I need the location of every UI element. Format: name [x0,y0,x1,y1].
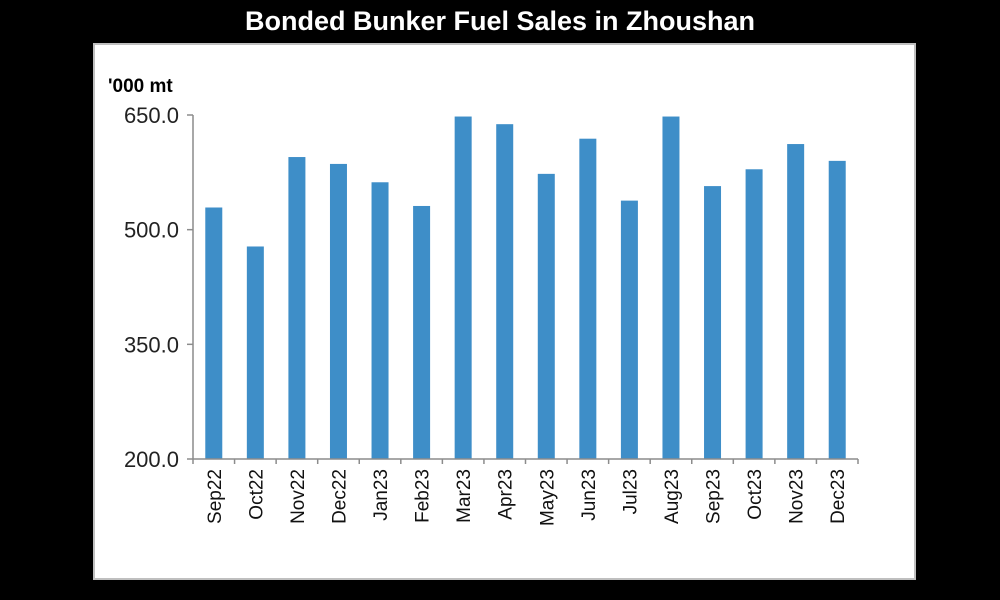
bar-jan23 [371,182,389,459]
x-tick-label: Apr23 [496,469,517,520]
x-tick-label: Sep23 [704,469,725,524]
x-tick-label: Dec22 [329,469,350,524]
bar-dec23 [828,160,846,459]
bar-aug23 [662,116,680,459]
bar-oct22 [246,246,264,459]
bar-apr23 [496,124,514,459]
y-tick-label: 200.0 [124,447,179,472]
bar-oct23 [745,169,763,459]
x-tick-label: Sep22 [205,469,226,524]
bar-mar23 [454,116,472,459]
y-tick-label: 350.0 [124,332,179,357]
y-tick-label: 500.0 [124,218,179,243]
x-tick-label: Nov22 [288,469,309,524]
x-tick-label: Oct23 [745,469,766,520]
x-tick-label: Oct22 [246,469,267,520]
bar-jun23 [579,138,597,459]
bar-dec22 [329,163,347,459]
x-tick-label: Jun23 [579,469,600,521]
y-axis-ticks: 200.0 350.0 500.0 650.0 [124,103,193,472]
y-axis-unit-label: '000 mt [108,76,173,97]
x-tick-label: Jan23 [371,469,392,521]
x-tick-label: Mar23 [454,469,475,523]
y-tick-label: 650.0 [124,103,179,128]
x-axis-ticks: Sep22 Oct22 Nov22 Dec22 Jan23 Feb23 Mar23 Apr23… [192,459,859,526]
chart-title: Bonded Bunker Fuel Sales in Zhoushan [244,6,756,36]
bar-feb23 [413,205,431,459]
x-tick-label: Feb23 [413,469,434,523]
x-tick-label: May23 [537,469,558,526]
bar-may23 [537,173,555,459]
x-tick-label: Nov23 [787,469,808,524]
bar-sep23 [704,186,722,460]
x-tick-label: Dec23 [828,469,849,524]
bar-sep22 [205,207,223,459]
bar-nov23 [787,144,805,459]
x-tick-label: Aug23 [662,469,683,524]
bars [205,116,846,460]
bar-nov22 [288,157,306,460]
bar-jul23 [620,200,638,459]
x-tick-label: Jul23 [620,469,641,514]
